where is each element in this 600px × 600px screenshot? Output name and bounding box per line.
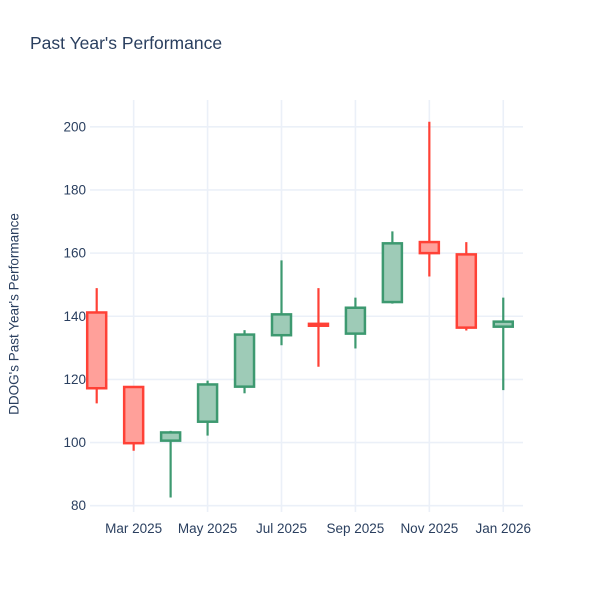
y-tick-label: 80 <box>71 498 86 513</box>
candle-jul-2025-body[interactable] <box>270 313 293 337</box>
chart-title: Past Year's Performance <box>30 33 223 53</box>
candle-feb-2025-body[interactable] <box>85 311 108 390</box>
y-tick-label: 160 <box>63 246 86 261</box>
candle-may-2025-body[interactable] <box>196 383 219 423</box>
candle-aug-2025-body[interactable] <box>307 322 330 327</box>
candle-sep-2025-body[interactable] <box>344 306 367 335</box>
y-tick-label: 100 <box>63 435 86 450</box>
x-tick-label: Mar 2025 <box>105 521 162 536</box>
candle-oct-2025-body[interactable] <box>381 242 404 304</box>
y-tick-label: 200 <box>63 119 86 134</box>
candle-mar-2025-body[interactable] <box>122 385 145 445</box>
y-tick-label: 140 <box>63 309 86 324</box>
candle-dec-2025-body[interactable] <box>455 253 478 329</box>
x-tick-label: Jan 2026 <box>475 521 531 536</box>
x-tick-label: May 2025 <box>178 521 237 536</box>
candle-nov-2025-body[interactable] <box>418 240 441 255</box>
y-tick-label: 120 <box>63 372 86 387</box>
x-tick-label: Nov 2025 <box>400 521 458 536</box>
y-tick-label: 180 <box>63 182 86 197</box>
candle-jan-2026-body[interactable] <box>492 320 515 328</box>
candle-apr-2025-body[interactable] <box>159 431 182 442</box>
x-tick-label: Sep 2025 <box>327 521 385 536</box>
x-tick-label: Jul 2025 <box>256 521 307 536</box>
candle-jun-2025-body[interactable] <box>233 333 256 388</box>
